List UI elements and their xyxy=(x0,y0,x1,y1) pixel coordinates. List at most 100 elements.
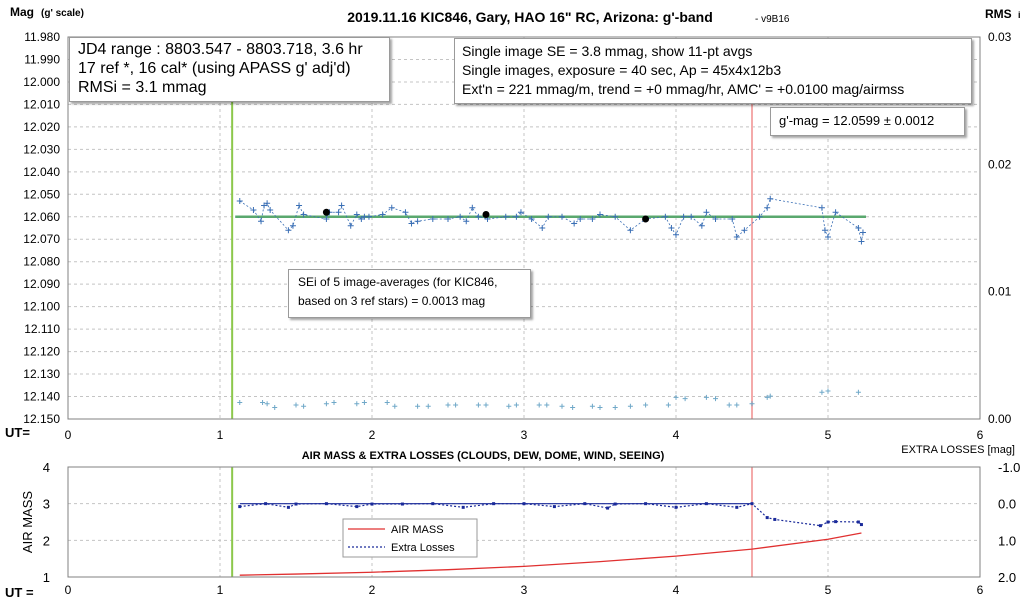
y2-tick-label: -1.0 xyxy=(998,460,1020,475)
extra-losses-point xyxy=(644,502,648,506)
data-point xyxy=(577,216,584,223)
y2-tick-label: 0.03 xyxy=(988,30,1012,44)
chart-version: - v9B16 xyxy=(755,14,790,25)
data-point xyxy=(528,216,535,223)
data-point xyxy=(680,213,687,220)
rms-point xyxy=(559,403,565,409)
rms-point xyxy=(536,402,542,408)
x-tick-label: 2 xyxy=(369,583,376,597)
y-tick-label: 1 xyxy=(43,570,50,585)
data-point xyxy=(698,222,705,229)
y-tick-label: 12.130 xyxy=(23,367,60,381)
rms-point xyxy=(570,405,576,411)
y-tick-label: 12.090 xyxy=(23,277,60,291)
individual-series-line xyxy=(239,198,864,242)
rms-point xyxy=(237,399,243,405)
y-tick-label: 12.010 xyxy=(23,97,60,111)
info-right-line: Single image SE = 3.8 mmag, show 11-pt a… xyxy=(462,43,753,59)
y2-tick-label: 0.01 xyxy=(988,285,1012,299)
legend-box xyxy=(342,518,478,558)
extra-losses-point xyxy=(400,502,404,506)
plot-area-main xyxy=(67,36,981,420)
data-point xyxy=(502,213,509,220)
plot-area-bottom xyxy=(67,466,981,578)
data-point xyxy=(258,218,265,225)
data-point xyxy=(388,204,395,211)
data-point xyxy=(597,211,603,218)
rms-point xyxy=(392,403,398,409)
data-point xyxy=(408,220,415,227)
rms-point xyxy=(673,394,679,400)
rms-point xyxy=(331,399,337,405)
rms-point xyxy=(734,402,740,408)
y2-tick-label: 0.00 xyxy=(988,412,1012,426)
extra-losses-point xyxy=(834,520,838,524)
extra-losses-point xyxy=(286,505,290,509)
extra-losses-point xyxy=(264,502,268,506)
extra-losses-point xyxy=(773,517,777,521)
y-tick-label: 12.150 xyxy=(23,412,60,426)
data-point xyxy=(475,213,482,220)
x-tick-label: 4 xyxy=(673,583,680,597)
data-point xyxy=(688,213,695,220)
rms-point xyxy=(726,402,732,408)
extra-losses-line xyxy=(239,503,862,527)
data-point xyxy=(539,225,546,231)
y-axis-label: Mag xyxy=(10,5,34,19)
rms-point xyxy=(825,388,831,394)
y-axis-label-sub: (g' scale) xyxy=(41,8,84,19)
data-point xyxy=(353,211,360,218)
rms-point xyxy=(627,403,633,409)
rms-point xyxy=(384,399,390,405)
data-point xyxy=(358,216,365,223)
data-point xyxy=(859,229,866,236)
data-point xyxy=(741,227,748,234)
extra-losses-point xyxy=(355,505,359,509)
y-tick-label: 12.000 xyxy=(23,75,60,89)
data-point xyxy=(296,202,303,209)
chart2-title: AIR MASS & EXTRA LOSSES (CLOUDS, DEW, DO… xyxy=(302,450,665,462)
data-point xyxy=(365,213,372,220)
y-tick-label: 11.990 xyxy=(24,52,60,66)
data-point xyxy=(267,207,274,214)
data-point xyxy=(323,216,330,223)
data-point xyxy=(729,216,736,223)
extra-losses-point xyxy=(674,505,678,509)
extra-losses-point xyxy=(370,502,374,506)
data-point xyxy=(733,233,740,240)
y2-axis-label-sub: i xyxy=(1018,10,1021,20)
sei-line: based on 3 ref stars) = 0.0013 mag xyxy=(298,294,486,308)
extra-losses-point xyxy=(735,505,739,509)
data-point xyxy=(469,204,476,211)
data-point xyxy=(858,238,865,245)
y2-tick-label: 2.0 xyxy=(998,570,1016,585)
data-point xyxy=(250,207,257,214)
y-tick-label: 12.110 xyxy=(24,322,60,336)
data-point xyxy=(673,231,679,238)
info-right-line: Ext'n = 221 mmag/m, trend = +0 mmag/hr, … xyxy=(462,81,905,97)
y2-tick-label: 0.0 xyxy=(998,497,1016,512)
data-point xyxy=(513,213,520,220)
rms-point xyxy=(293,402,299,408)
data-point xyxy=(662,213,669,220)
data-point xyxy=(300,211,307,218)
data-point xyxy=(668,225,675,231)
extra-losses-point xyxy=(750,502,754,506)
info-right-line: Single images, exposure = 40 sec, Ap = 4… xyxy=(462,62,782,78)
y-tick-label: 12.100 xyxy=(23,300,60,314)
x-tick-label: 6 xyxy=(977,428,984,442)
rms-point xyxy=(264,401,270,407)
extra-losses-point xyxy=(859,523,863,527)
rms-point xyxy=(445,402,451,408)
data-point xyxy=(627,227,634,234)
info-left-line: JD4 range : 8803.547 - 8803.718, 3.6 hr xyxy=(78,41,363,58)
extra-losses-point xyxy=(461,505,465,509)
data-point xyxy=(347,222,354,229)
x-axis-label-bottom: UT = xyxy=(5,585,34,600)
x-tick-label: 3 xyxy=(521,583,528,597)
data-point xyxy=(545,213,552,220)
y-tick-label: 12.070 xyxy=(23,232,60,246)
data-point xyxy=(264,200,271,207)
info-left-line: 17 ref *, 16 cal* (using APASS g' adj'd) xyxy=(78,60,351,77)
data-point xyxy=(756,213,763,220)
